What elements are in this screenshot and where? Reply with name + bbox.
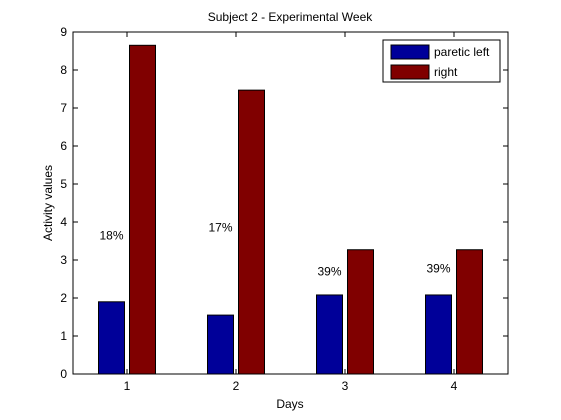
x-tick-label: 1	[124, 379, 131, 393]
y-tick-label: 8	[60, 63, 67, 77]
annotation-label: 17%	[208, 221, 232, 235]
legend-swatch-right	[390, 64, 430, 80]
annotation-label: 18%	[99, 228, 123, 242]
bar-paretic-left-3	[316, 294, 343, 375]
y-tick-label: 0	[60, 367, 67, 381]
plot-frame	[72, 31, 509, 375]
y-tick-label: 9	[60, 25, 67, 39]
x-axis: 1 2 3 4	[124, 32, 458, 393]
y-tick-label: 7	[60, 101, 67, 115]
legend-swatch-paretic-left	[390, 44, 430, 60]
bar-right-2	[238, 89, 265, 375]
annotations-group: 18% 17% 39% 39%	[99, 221, 450, 279]
y-tick-label: 3	[60, 253, 67, 267]
bar-paretic-left-4	[425, 294, 452, 375]
legend-label-paretic-left: paretic left	[434, 45, 490, 59]
legend-label-right: right	[434, 65, 458, 79]
y-tick-label: 6	[60, 139, 67, 153]
bars-group	[98, 44, 483, 375]
bar-paretic-left-1	[98, 301, 125, 375]
y-axis-label: Activity values	[41, 165, 55, 241]
x-tick-label: 4	[451, 379, 458, 393]
x-tick-label: 2	[233, 379, 240, 393]
annotation-label: 39%	[426, 261, 450, 275]
y-tick-label: 1	[60, 329, 67, 343]
y-axis: 0 1 2 3 4 5 6 7 8 9	[60, 25, 508, 381]
bar-right-3	[347, 249, 374, 375]
bar-right-4	[456, 249, 483, 375]
bar-right-1	[129, 44, 156, 375]
chart-title: Subject 2 - Experimental Week	[208, 10, 374, 24]
y-tick-label: 5	[60, 177, 67, 191]
legend: paretic left right	[382, 39, 501, 83]
x-axis-label: Days	[276, 397, 303, 411]
x-tick-label: 3	[342, 379, 349, 393]
annotation-label: 39%	[317, 264, 341, 278]
y-tick-label: 2	[60, 291, 67, 305]
y-tick-label: 4	[60, 215, 67, 229]
bar-paretic-left-2	[207, 314, 234, 375]
